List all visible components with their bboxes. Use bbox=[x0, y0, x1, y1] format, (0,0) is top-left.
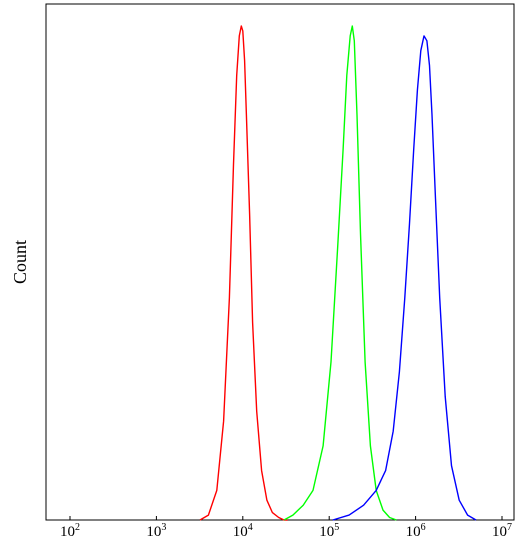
x-tick-label: 103 bbox=[146, 522, 166, 540]
y-axis-label: Count bbox=[10, 240, 30, 284]
x-axis: 102 103 104 105 106 107 bbox=[60, 516, 512, 540]
series-line-3 bbox=[332, 35, 477, 521]
x-tick-label: 104 bbox=[233, 522, 253, 540]
plot-frame bbox=[45, 3, 515, 521]
series-line-2 bbox=[283, 25, 397, 521]
x-tick-label: 102 bbox=[60, 522, 80, 540]
series-line-1 bbox=[199, 25, 288, 521]
x-tick-label: 105 bbox=[319, 522, 339, 540]
x-tick-label: 107 bbox=[492, 522, 512, 540]
x-tick-label: 106 bbox=[406, 522, 426, 540]
series-layer bbox=[199, 25, 477, 521]
